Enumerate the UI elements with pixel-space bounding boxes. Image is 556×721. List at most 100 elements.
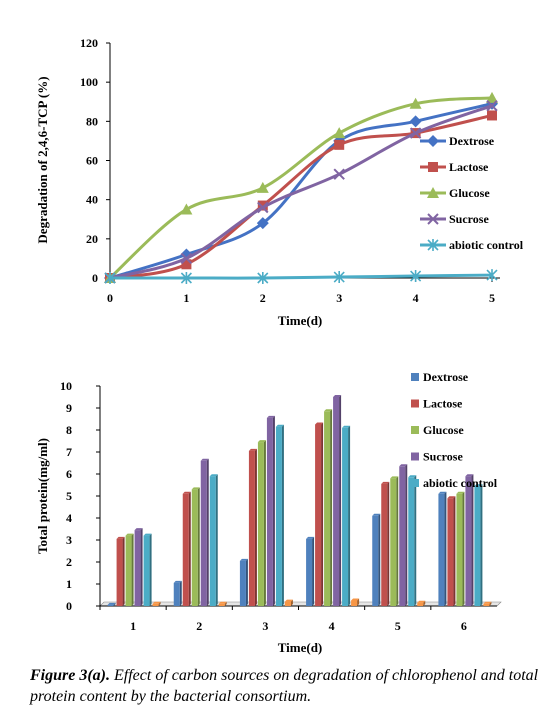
line-chart-x-tick-label: 1 xyxy=(183,291,189,305)
bar-top xyxy=(474,484,483,487)
bar-series-2-cat-6 xyxy=(456,493,463,606)
bar-legend-label-2: Glucose xyxy=(423,423,464,437)
bar-series-0-cat-5 xyxy=(372,515,379,606)
protein-bar-chart: 0 1 2 3 4 5 6 7 8 9 10 1 2 3 4 5 6 Dextrose Lactose Glucos… xyxy=(35,370,502,655)
bar-side xyxy=(245,558,248,606)
bar-series-1-cat-4 xyxy=(315,424,322,606)
line-point-series-1 xyxy=(181,259,192,270)
bar-side xyxy=(131,533,134,606)
bar-top xyxy=(324,409,333,412)
bar-side xyxy=(312,536,315,606)
line-chart-x-tick-label: 3 xyxy=(336,291,342,305)
bar-chart-x-tick-label: 1 xyxy=(130,619,136,633)
bar-chart-x-tick-label: 4 xyxy=(329,619,335,633)
bar-top xyxy=(125,533,134,536)
line-legend-label-0: Dextrose xyxy=(449,134,495,148)
line-chart-y-axis-label: Degradation of 2,4,6-TCP (%) xyxy=(35,76,50,243)
bar-series-5-cat-1 xyxy=(152,603,159,606)
bar-chart-y-tick-label: 7 xyxy=(66,445,72,459)
bar-side xyxy=(158,601,161,606)
line-point-series-3 xyxy=(409,127,422,139)
bar-top xyxy=(372,513,381,516)
bar-chart-y-tick-label: 1 xyxy=(66,577,72,591)
bar-side xyxy=(405,464,408,606)
line-chart-y-tick-label: 0 xyxy=(92,271,98,285)
bar-series-0-cat-6 xyxy=(438,493,445,606)
bar-series-0-cat-4 xyxy=(306,538,313,606)
line-point-series-4 xyxy=(486,269,498,282)
bar-legend-swatch-0 xyxy=(411,373,419,381)
bar-chart-x-tick-label: 6 xyxy=(461,619,467,633)
bar-series-0-cat-1 xyxy=(107,604,114,606)
line-legend-marker-3 xyxy=(427,213,439,225)
bar-series-4-cat-1 xyxy=(143,535,150,606)
bar-legend-label-4: abiotic control xyxy=(423,476,498,490)
bar-top xyxy=(182,491,191,494)
bar-series-0-cat-3 xyxy=(239,560,246,606)
bar-top xyxy=(417,600,426,603)
bar-top xyxy=(143,533,152,536)
bar-top xyxy=(390,476,399,479)
bar-top xyxy=(218,601,227,604)
line-chart-y-tick-label: 100 xyxy=(80,75,98,89)
bar-side xyxy=(263,440,266,606)
bar-top xyxy=(239,558,248,561)
bar-side xyxy=(113,602,116,606)
bar-top xyxy=(342,425,351,428)
bar-side xyxy=(489,601,492,606)
bar-series-2-cat-4 xyxy=(324,411,331,606)
line-point-series-2 xyxy=(486,91,498,103)
bar-top xyxy=(306,536,315,539)
bar-side xyxy=(330,409,333,606)
bar-top xyxy=(438,491,447,494)
bar-chart-x-axis-label: Time(d) xyxy=(278,640,323,655)
bar-top xyxy=(315,422,324,425)
bar-series-1-cat-2 xyxy=(182,493,189,606)
line-point-series-4 xyxy=(257,272,269,284)
bar-series-0-cat-2 xyxy=(173,582,180,606)
bar-series-5-cat-6 xyxy=(483,603,490,606)
bar-series-4-cat-3 xyxy=(275,426,282,606)
bar-top xyxy=(152,601,161,604)
bar-side xyxy=(480,484,483,606)
bar-series-1-cat-3 xyxy=(248,450,255,606)
bar-series-3-cat-4 xyxy=(333,397,340,606)
bar-chart-y-axis-label: Total protein(mg/ml) xyxy=(35,438,50,554)
bar-top xyxy=(266,415,275,418)
bar-chart-y-tick-label: 10 xyxy=(60,379,72,393)
line-legend-label-1: Lactose xyxy=(449,160,489,174)
bar-chart-y-tick-label: 4 xyxy=(66,511,72,525)
bar-side xyxy=(290,599,293,606)
bar-side xyxy=(281,424,284,606)
bar-top xyxy=(107,602,116,605)
line-chart-x-axis-label: Time(d) xyxy=(278,313,323,328)
bar-chart-y-tick-label: 2 xyxy=(66,555,72,569)
bar-side xyxy=(188,491,191,606)
line-legend-marker-2 xyxy=(427,187,439,198)
bar-series-3-cat-2 xyxy=(200,460,207,606)
bar-side xyxy=(197,487,200,606)
bar-chart-y-tick-label: 9 xyxy=(66,401,72,415)
bar-legend-label-0: Dextrose xyxy=(423,370,469,384)
bar-side xyxy=(396,476,399,606)
bar-side xyxy=(215,474,218,606)
bar-top xyxy=(284,599,293,602)
line-chart-y-tick-label: 40 xyxy=(86,193,98,207)
bar-top xyxy=(116,536,125,539)
figure-caption-text: Effect of carbon sources on degradation … xyxy=(30,667,539,705)
bar-legend-label-3: Sucrose xyxy=(423,450,463,464)
line-chart-y-tick-label: 60 xyxy=(86,154,98,168)
bar-series-5-cat-3 xyxy=(284,601,291,606)
bar-series-2-cat-5 xyxy=(390,478,397,606)
line-point-series-2 xyxy=(256,181,269,193)
line-point-series-0 xyxy=(409,115,422,128)
line-point-series-1 xyxy=(487,110,497,121)
line-chart-x-tick-label: 2 xyxy=(260,291,266,305)
bar-top xyxy=(447,496,456,499)
line-chart-y-tick-label: 120 xyxy=(80,36,98,50)
bar-side xyxy=(224,601,227,606)
line-legend-marker-1 xyxy=(428,162,438,172)
bar-series-5-cat-4 xyxy=(351,600,358,606)
bar-side xyxy=(444,491,447,606)
line-chart-y-tick-label: 20 xyxy=(86,232,98,246)
